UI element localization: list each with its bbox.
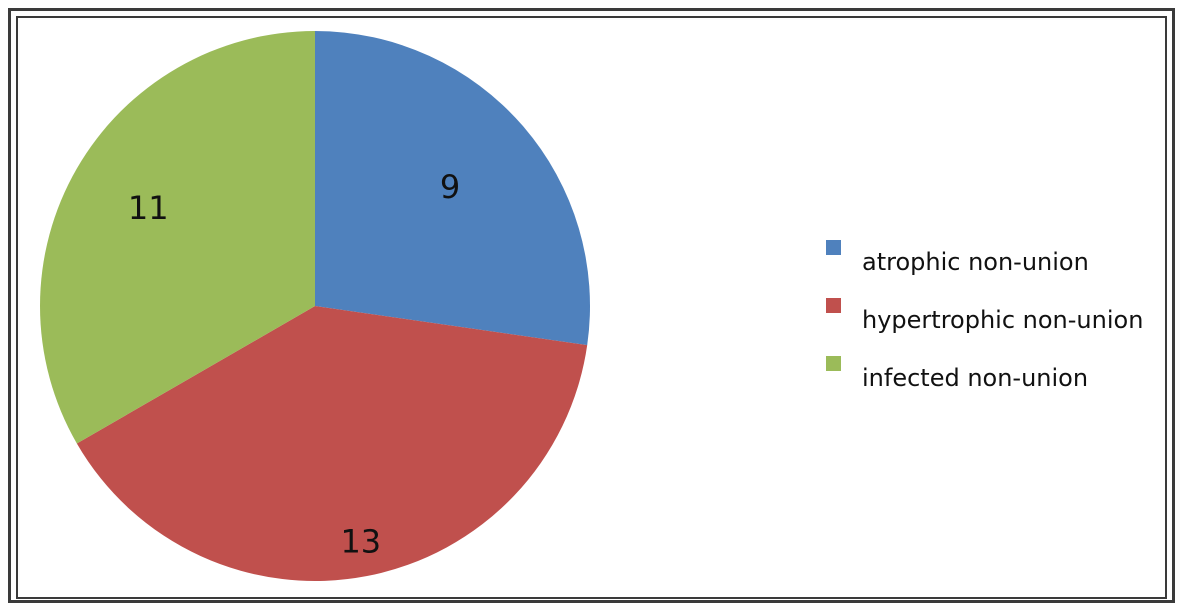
legend-label-hypertrophic: hypertrophic non-union bbox=[862, 306, 1144, 334]
pie-slice-hypertrophic bbox=[76, 306, 588, 581]
chart-inner-frame bbox=[16, 16, 1167, 599]
pie-slices bbox=[40, 31, 590, 581]
data-label-atrophic: 9 bbox=[440, 168, 460, 206]
legend-label-infected: infected non-union bbox=[862, 364, 1089, 392]
chart-outer-frame bbox=[8, 8, 1175, 603]
pie-slice-atrophic bbox=[315, 31, 590, 346]
pie-data-labels: 9 13 11 bbox=[128, 168, 460, 561]
legend-swatch-atrophic bbox=[826, 240, 841, 255]
legend-swatch-hypertrophic bbox=[826, 298, 841, 313]
data-label-infected: 11 bbox=[128, 189, 169, 227]
legend-swatch-infected bbox=[826, 356, 841, 371]
legend-label-atrophic: atrophic non-union bbox=[862, 248, 1089, 276]
data-label-hypertrophic: 13 bbox=[340, 523, 381, 561]
pie-slice-infected bbox=[40, 31, 316, 444]
